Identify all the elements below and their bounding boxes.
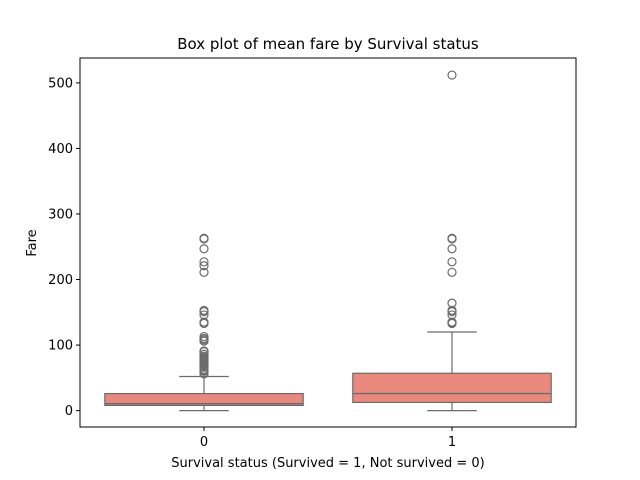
outlier-point bbox=[447, 298, 457, 308]
box-iqr bbox=[352, 372, 552, 404]
outlier-point bbox=[199, 349, 209, 359]
outlier-point bbox=[447, 267, 457, 277]
y-tick-label: 200 bbox=[48, 273, 73, 288]
x-axis-label: Survival status (Survived = 1, Not survi… bbox=[171, 456, 485, 471]
outlier-point bbox=[199, 305, 209, 315]
outlier-point bbox=[199, 310, 209, 320]
box-group-1 bbox=[352, 70, 552, 412]
outlier-point bbox=[199, 257, 209, 267]
y-tick-label: 400 bbox=[48, 142, 73, 157]
outlier-point bbox=[447, 244, 457, 254]
outlier-point bbox=[447, 305, 457, 315]
outlier-point bbox=[199, 233, 209, 243]
x-tick-label: 0 bbox=[200, 435, 208, 450]
axes-frame bbox=[79, 57, 577, 428]
axes: 0 100 200 300 400 500 0 1 bbox=[48, 76, 456, 450]
chart-title: Box plot of mean fare by Survival status bbox=[177, 35, 479, 53]
outlier-point bbox=[447, 317, 457, 327]
y-tick-label: 100 bbox=[48, 339, 73, 354]
outlier-point bbox=[447, 70, 457, 80]
outlier-point bbox=[199, 331, 209, 342]
y-tick-label: 500 bbox=[48, 76, 73, 91]
outlier-point bbox=[199, 261, 209, 271]
outlier-point bbox=[447, 233, 457, 243]
box-iqr bbox=[104, 392, 304, 407]
y-tick-label: 0 bbox=[65, 404, 73, 419]
x-tick-label: 1 bbox=[448, 435, 456, 450]
plot-area bbox=[104, 70, 552, 412]
y-axis-label: Fare bbox=[25, 229, 40, 256]
outlier-point bbox=[199, 267, 209, 277]
outlier-point bbox=[199, 244, 209, 254]
outlier-point bbox=[199, 317, 209, 327]
outlier-point bbox=[199, 346, 209, 356]
y-tick-label: 300 bbox=[48, 207, 73, 222]
box-group-0 bbox=[104, 233, 304, 412]
outlier-point bbox=[447, 310, 457, 320]
outlier-point bbox=[447, 257, 457, 267]
